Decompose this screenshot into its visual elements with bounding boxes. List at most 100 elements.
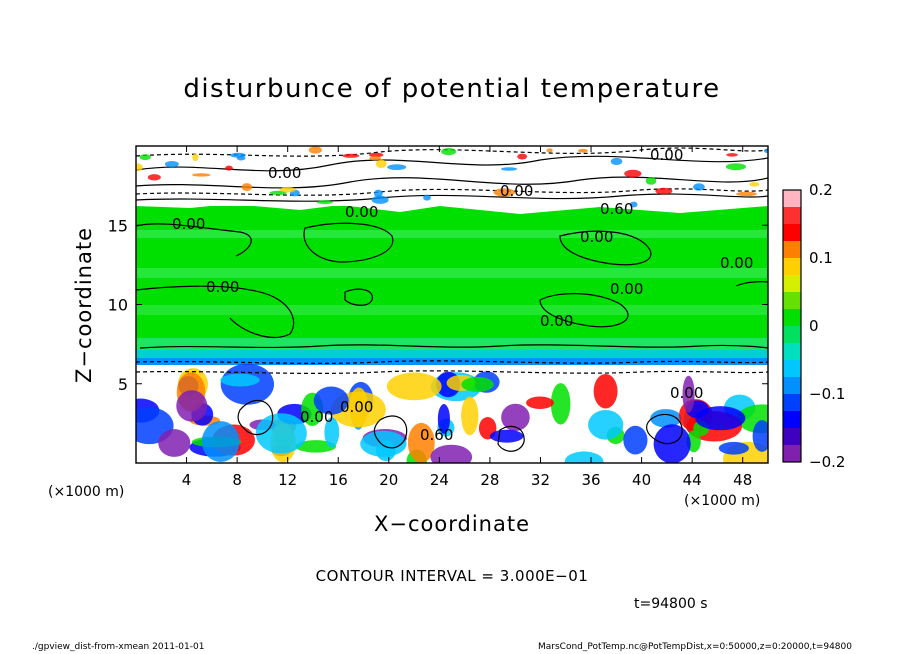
upper-blob <box>387 164 407 171</box>
convection-blob <box>430 444 473 463</box>
upper-blob <box>441 147 457 156</box>
x-tick-label: 4 <box>182 471 192 489</box>
colorbar-swatch <box>783 377 801 395</box>
stripe-band <box>136 338 768 350</box>
upper-blob <box>726 153 738 157</box>
convection-blob <box>386 372 442 401</box>
x-tick-label: 48 <box>733 471 752 489</box>
upper-blob <box>308 146 322 154</box>
upper-blob <box>230 152 246 158</box>
colorbar-tick-label: −0.1 <box>809 385 845 403</box>
convection-blob <box>650 409 682 428</box>
x-unit-label-right: (×1000 m) <box>684 493 761 509</box>
x-tick-label: 44 <box>683 471 702 489</box>
contour-interval: CONTOUR INTERVAL = 3.000E−01 <box>315 567 589 585</box>
convection-blob <box>593 373 618 409</box>
colorbar-swatch <box>783 292 801 310</box>
colorbar-swatch <box>783 428 801 446</box>
contour-label: 0.00 <box>650 146 683 164</box>
upper-blob <box>517 153 528 160</box>
x-tick-label: 32 <box>531 471 550 489</box>
convection-blob <box>295 440 337 453</box>
upper-blob <box>645 176 657 185</box>
stripe-band <box>136 268 768 278</box>
x-axis: 4 8 12 16 20 24 28 32 36 40 44 48 <box>182 146 752 489</box>
convection-blob <box>564 451 604 463</box>
contour-label: 0.00 <box>580 228 613 246</box>
convection-blob <box>375 440 396 462</box>
upper-blob <box>610 157 623 166</box>
colorbar: 0.2 0.1 0 −0.1 −0.2 <box>782 181 845 471</box>
convection-blob <box>718 441 749 455</box>
colorbar-swatch <box>783 326 801 344</box>
upper-blob <box>192 173 211 177</box>
upper-blob <box>192 153 199 162</box>
upper-blob <box>501 167 518 171</box>
upper-blob <box>749 182 760 187</box>
convection-blob <box>220 373 260 387</box>
convection-blob <box>324 417 340 448</box>
time-label: t=94800 s <box>634 596 708 612</box>
upper-blob <box>225 165 233 171</box>
upper-blob <box>725 163 746 171</box>
upper-blob <box>164 161 179 168</box>
y-axis-label: Z−coordinate <box>72 227 96 383</box>
x-axis-label: X−coordinate <box>374 512 530 536</box>
convection-blob <box>407 422 435 463</box>
colorbar-tick-label: 0.1 <box>809 249 833 267</box>
colorbar-swatch <box>783 207 801 225</box>
x-tick-label: 20 <box>379 471 398 489</box>
upper-blob <box>369 152 384 158</box>
upper-blob <box>342 153 360 158</box>
contour-label: 0.00 <box>340 398 373 416</box>
convection-blob <box>201 421 240 462</box>
x-tick-label: 16 <box>329 471 348 489</box>
colorbar-swatch <box>783 258 801 276</box>
chart-title: disturbunce of potential temperature <box>183 74 721 104</box>
contour-label: 0.00 <box>720 254 753 272</box>
convection-blob <box>550 383 571 425</box>
x-unit-label-left: (×1000 m) <box>48 484 125 500</box>
contour-label: 0.00 <box>206 278 239 296</box>
x-tick-label: 12 <box>278 471 297 489</box>
contour-label: 0.00 <box>540 312 573 330</box>
colorbar-swatch <box>783 445 801 463</box>
convection-blob <box>255 413 307 454</box>
y-axis: 5 10 15 <box>108 216 768 394</box>
x-tick-label: 28 <box>480 471 499 489</box>
contour-label: 0.00 <box>345 203 378 221</box>
upper-blob <box>736 191 757 197</box>
convection-blob <box>501 403 530 431</box>
colorbar-swatch <box>783 360 801 378</box>
colorbar-swatch <box>783 275 801 293</box>
upper-blob <box>423 194 431 201</box>
contour-label: 0.00 <box>268 164 301 182</box>
footer-left: ./gpview_dist-from-xmean 2011-01-01 <box>32 642 205 652</box>
contour-label: 0.00 <box>172 215 205 233</box>
colorbar-frame <box>782 189 802 463</box>
upper-blob <box>373 189 383 198</box>
lower-convection <box>136 363 768 463</box>
x-tick-label: 8 <box>232 471 242 489</box>
cyan-band <box>136 350 768 358</box>
contour-label: 0.60 <box>600 200 633 218</box>
upper-blob <box>493 188 516 197</box>
upper-blob <box>577 148 588 153</box>
colorbar-tick-label: 0 <box>809 317 819 335</box>
colorbar-swatch <box>783 343 801 361</box>
stripe-band <box>136 230 768 238</box>
upper-blob <box>139 154 151 161</box>
convection-blob <box>313 386 349 415</box>
convection-blob <box>526 396 554 410</box>
y-tick-label: 15 <box>108 216 128 235</box>
convection-blob <box>176 390 208 422</box>
colorbar-swatch <box>783 309 801 327</box>
colorbar-swatch <box>783 394 801 412</box>
upper-blob <box>624 169 642 178</box>
x-tick-label: 24 <box>430 471 449 489</box>
convection-blob <box>682 375 695 413</box>
contour-label: 0.00 <box>300 408 333 426</box>
colorbar-swatch <box>783 241 801 259</box>
stripe-band <box>136 305 768 315</box>
